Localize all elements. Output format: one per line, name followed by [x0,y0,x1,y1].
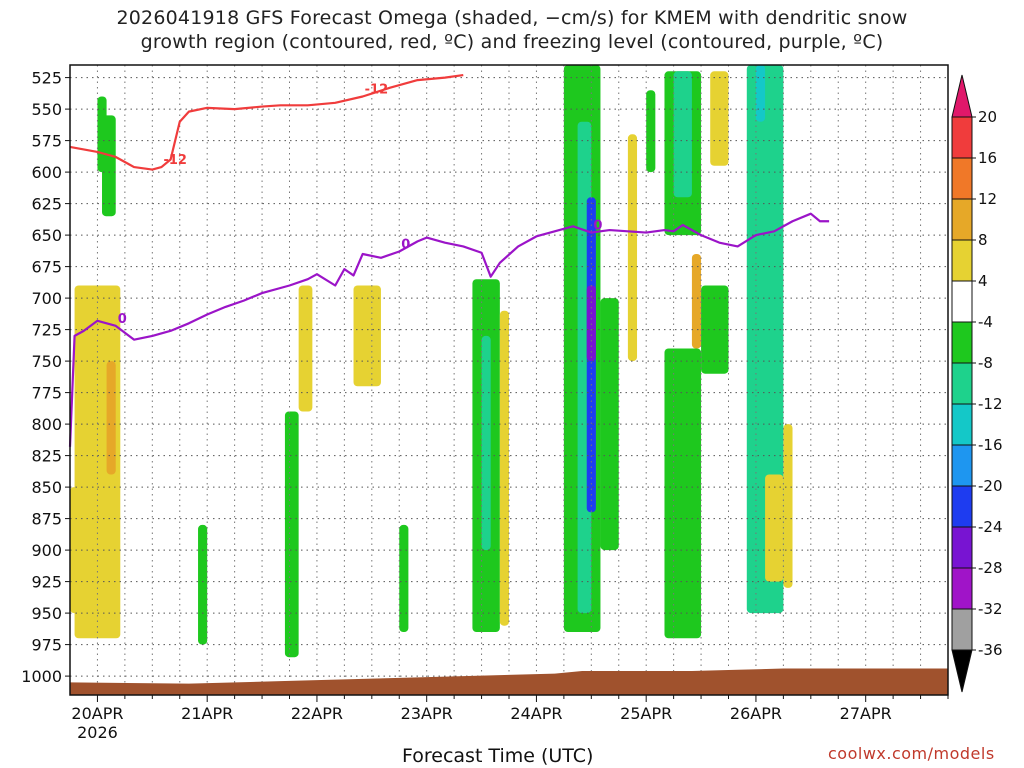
x-axis-title: Forecast Time (UTC) [402,745,594,767]
contour-label-0-0: -12 [163,153,187,168]
omega-shade-27 [755,65,766,122]
y-tick-label-800: 800 [31,415,62,434]
x-tick-year: 2026 [77,723,118,742]
colorbar-segment-5 [951,280,973,323]
y-tick-label-550: 550 [31,100,62,119]
y-tick-label-925: 925 [31,573,62,592]
omega-shade-7 [298,285,313,412]
contour-label-1-0: 0 [118,312,127,327]
omega-shade-28 [765,474,784,582]
colorbar-segment-8 [951,403,973,446]
omega-shade-11 [481,335,491,551]
colorbar-label-10: -24 [978,518,1003,536]
y-tick-label-825: 825 [31,447,62,466]
colorbar-label-9: -20 [978,477,1003,495]
colorbar-label-11: -28 [978,559,1003,577]
colorbar-label-5: -4 [978,313,993,331]
omega-shade-1 [102,115,116,217]
colorbar-segment-9 [951,444,973,487]
omega-shade-24 [691,254,702,349]
x-tick-label-20APR: 20APR [71,704,123,723]
omega-shade-18 [627,134,638,362]
y-tick-label-875: 875 [31,510,62,529]
colorbar-segment-2 [951,157,973,200]
contour-label-1-2: 0 [593,219,602,234]
watermark[interactable]: coolwx.com/models [828,744,995,763]
x-tick-label-21APR: 21APR [181,704,233,723]
y-tick-label-1000: 1000 [21,667,62,686]
y-axis: 525 550 575 600 625 650 675 700 725 750 775 800 825 8… [21,69,70,686]
colorbar-segment-1 [951,116,973,159]
omega-shade-16 [586,285,596,362]
colorbar-top-arrow [951,74,973,118]
y-tick-label-600: 600 [31,163,62,182]
y-tick-label-700: 700 [31,289,62,308]
colorbar-segment-11 [951,526,973,569]
y-tick-label-575: 575 [31,132,62,151]
contour-label-0-1: -12 [365,83,389,98]
colorbar-segment-3 [951,198,973,241]
y-tick-label-750: 750 [31,352,62,371]
colorbar-label-2: 12 [978,190,997,208]
colorbar-label-0: 20 [978,108,997,126]
colorbar-segment-6 [951,321,973,364]
colorbar-label-1: 16 [978,149,997,167]
y-tick-label-725: 725 [31,321,62,340]
omega-shade-21 [673,71,692,198]
omega-shade-19 [646,90,656,173]
plot-area: -12 -12 0 0 0 [68,64,949,696]
y-tick-label-675: 675 [31,258,62,277]
omega-shade-12 [499,310,509,626]
x-tick-label-22APR: 22APR [291,704,343,723]
chart-title: 2026041918 GFS Forecast Omega (shaded, −… [0,6,1024,54]
colorbar-label-4: 4 [978,272,988,290]
colorbar-label-3: 8 [978,231,988,249]
contour-dgz [69,73,464,171]
y-tick-label-525: 525 [31,69,62,88]
x-tick-label-26APR: 26APR [730,704,782,723]
omega-shade-8 [353,285,381,387]
y-tick-label-625: 625 [31,195,62,214]
omega-shade-22 [710,71,729,166]
omega-shade-4 [106,361,116,475]
y-tick-label-975: 975 [31,636,62,655]
colorbar-label-8: -16 [978,436,1003,454]
x-tick-label-27APR: 27APR [840,704,892,723]
colorbar-segment-4 [951,239,973,282]
colorbar: 20 16 12 8 4 -4 -8 -12 -16 -20 -24 -28 -32 -36 [951,74,1003,693]
colorbar-segment-7 [951,362,973,405]
colorbar-label-6: -8 [978,354,993,372]
colorbar-bottom-arrow [951,649,973,693]
chart-title-line-1: 2026041918 GFS Forecast Omega (shaded, −… [116,7,908,29]
terrain [70,668,948,695]
x-tick-label-25APR: 25APR [620,704,672,723]
colorbar-label-7: -12 [978,395,1003,413]
colorbar-segment-12 [951,567,973,610]
x-tick-label-23APR: 23APR [401,704,453,723]
y-tick-label-850: 850 [31,478,62,497]
colorbar-segment-13 [951,608,973,651]
y-tick-label-950: 950 [31,604,62,623]
contour-label-1-1: 0 [401,237,410,252]
colorbar-label-13: -36 [978,641,1003,659]
y-tick-label-775: 775 [31,384,62,403]
x-axis: 20APR 21APR 22APR 23APR 24APR 25APR 26APR 27APR… [71,695,949,742]
colorbar-label-12: -32 [978,600,1003,618]
y-tick-label-900: 900 [31,541,62,560]
chart-title-line-2: growth region (contoured, red, ºC) and f… [140,31,884,53]
omega-shade-6 [284,411,299,658]
omega-shade-23 [664,348,702,639]
x-tick-label-24APR: 24APR [510,704,562,723]
omega-shade-9 [399,524,409,632]
omega-shade-5 [198,524,208,645]
omega-shade-29 [783,424,793,588]
colorbar-segment-10 [951,485,973,528]
y-tick-label-650: 650 [31,226,62,245]
contour-freezing [68,212,830,447]
